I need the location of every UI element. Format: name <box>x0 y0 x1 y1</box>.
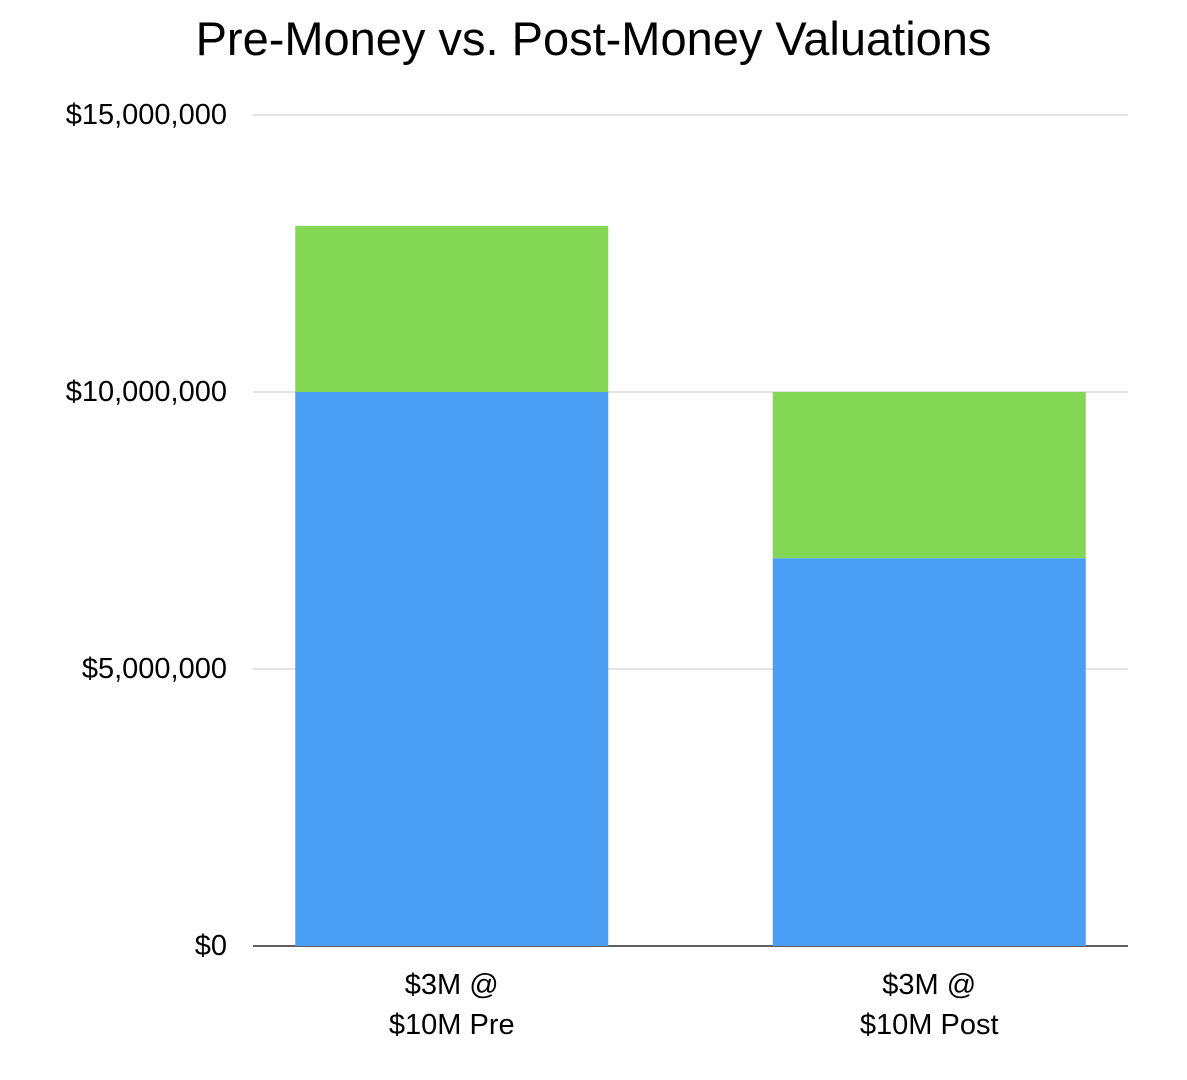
x-tick-label: $10M Pre <box>389 1009 515 1041</box>
y-tick-label: $5,000,000 <box>82 653 227 685</box>
y-tick-label: $15,000,000 <box>66 99 227 131</box>
chart-title: Pre-Money vs. Post-Money Valuations <box>195 12 992 65</box>
y-tick-label: $10,000,000 <box>66 376 227 408</box>
bar-segment <box>772 558 1086 946</box>
x-tick-label: $3M @ <box>882 969 976 1001</box>
bar-segment <box>295 392 609 946</box>
bar-segment <box>295 225 609 392</box>
y-tick-label: $0 <box>195 930 227 962</box>
x-tick-label: $10M Post <box>860 1009 999 1041</box>
x-tick-label: $3M @ <box>405 969 499 1001</box>
bar-segment <box>772 392 1086 559</box>
